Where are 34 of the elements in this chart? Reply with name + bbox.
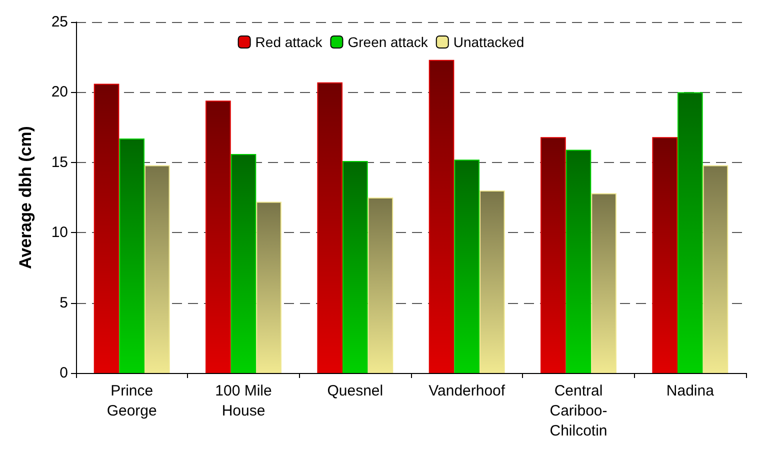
bar <box>317 82 343 373</box>
bar <box>428 60 454 373</box>
y-tick-label: 0 <box>60 364 68 382</box>
bar <box>230 154 256 373</box>
bar <box>454 160 480 373</box>
bar <box>256 202 282 373</box>
legend-label: Red attack <box>255 34 324 50</box>
bar <box>540 137 566 373</box>
bar <box>368 198 394 373</box>
bar <box>479 190 505 373</box>
legend-label: Unattacked <box>453 34 524 50</box>
y-axis-title: Average dbh (cm) <box>16 126 35 269</box>
bar <box>591 193 616 373</box>
x-tick-label: Nadina <box>666 382 715 400</box>
bar <box>342 160 368 373</box>
x-tick-label: Prince George <box>106 382 157 420</box>
y-tick-label: 15 <box>51 154 68 171</box>
y-tick-label: 20 <box>51 84 68 101</box>
bar <box>702 165 728 373</box>
x-tick-label: 100 Mile House <box>215 382 272 420</box>
bar <box>119 138 144 373</box>
x-tick-label: Vanderhoof <box>428 382 506 400</box>
legend-label: Green attack <box>348 34 429 50</box>
bar <box>94 84 120 373</box>
x-tick-label: Quesnel <box>327 382 384 400</box>
bar <box>678 92 703 373</box>
y-tick-label: 25 <box>51 14 68 30</box>
bar <box>566 150 592 373</box>
bar <box>652 137 678 373</box>
bar <box>144 165 170 373</box>
x-tick-label: Central Cariboo- Chilcotin <box>550 382 608 440</box>
y-tick-label: 10 <box>51 224 68 242</box>
y-tick-label: 5 <box>60 294 68 312</box>
bar <box>206 100 231 373</box>
